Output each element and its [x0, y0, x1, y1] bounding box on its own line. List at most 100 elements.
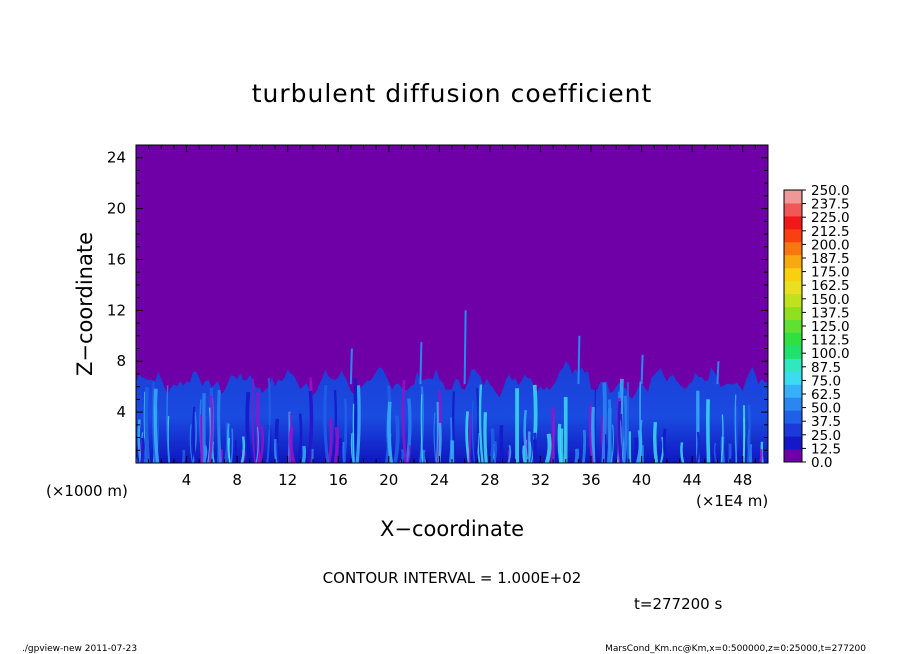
colorbar-swatch: [784, 293, 802, 308]
plume-streak: [695, 431, 700, 463]
colorbar-swatch: [784, 410, 802, 424]
plume-streak: [489, 428, 495, 463]
plume-streak: [217, 389, 222, 463]
plume-streak: [192, 406, 197, 463]
plume-streak: [465, 411, 471, 463]
x-tick-label: 12: [278, 471, 297, 489]
x-axis-label: X−coordinate: [380, 517, 524, 541]
plume-streak: [240, 436, 246, 463]
colorbar-label: 175.0: [811, 265, 850, 281]
x-tick-label: 20: [379, 471, 398, 489]
colorbar-label: 212.5: [811, 224, 850, 240]
plume-streak: [401, 379, 408, 463]
colorbar-label: 12.5: [811, 441, 841, 457]
plume-streak: [251, 379, 256, 463]
x-tick-label: 36: [581, 471, 600, 489]
plume-streak: [323, 384, 330, 463]
plume-streak: [227, 437, 231, 463]
plume-streak: [258, 425, 265, 463]
colorbar-label: 187.5: [811, 251, 850, 267]
colorbar-swatch: [784, 190, 802, 204]
plume-streak: [306, 390, 314, 463]
plume-streak: [151, 381, 156, 463]
plume-streak: [610, 424, 614, 463]
time-label: t=277200 s: [634, 595, 722, 613]
colorbar-label: 62.5: [811, 387, 841, 403]
plume-streak: [622, 395, 628, 463]
plume-streak: [716, 361, 720, 385]
plume-streak: [636, 429, 643, 463]
plume-streak: [266, 378, 271, 463]
plume-streak: [640, 445, 644, 463]
y-tick-label: 12: [107, 301, 126, 319]
plume-streak: [601, 382, 607, 463]
x-tick-label: 28: [480, 471, 499, 489]
colorbar-label: 162.5: [811, 278, 850, 294]
x-tick-label: 44: [683, 471, 702, 489]
plot-area: [136, 145, 768, 463]
colorbar-label: 225.0: [811, 210, 850, 226]
colorbar-swatch: [784, 449, 802, 463]
colorbar-frame: [783, 189, 803, 463]
plume-streak: [522, 445, 527, 463]
plume-streak: [588, 403, 594, 463]
chart-title: turbulent diffusion coefficient: [252, 79, 653, 108]
plume-streak: [581, 429, 587, 463]
x-tick-label: 48: [733, 471, 752, 489]
colorbar-label: 200.0: [811, 237, 850, 253]
x-tick-label: 24: [430, 471, 449, 489]
x-axis-ticks: 4 8 12 16 20 24 28 32 36 40 44 48: [148, 145, 756, 489]
plume-streak: [742, 417, 746, 463]
footer-left-text: ./gpview-new 2011-07-23: [22, 644, 137, 654]
colorbar-swatch: [784, 280, 802, 295]
plume-streak: [594, 387, 597, 463]
plume-streak: [255, 427, 259, 463]
plume-streak: [274, 418, 281, 463]
plume-streak: [634, 437, 639, 463]
plume-streak: [421, 449, 428, 463]
plume-streak: [532, 432, 537, 463]
plume-streak: [590, 406, 596, 463]
x-tick-label: 32: [531, 471, 550, 489]
plume-streak: [483, 412, 488, 463]
plume-streak: [493, 440, 498, 463]
plume-streak: [355, 385, 361, 463]
plume-streak: [499, 425, 505, 463]
colorbar-swatch: [784, 228, 802, 243]
colorbar-label: 100.0: [811, 346, 850, 362]
colorbar-swatch: [784, 215, 802, 230]
plume-streak: [577, 335, 581, 385]
plume-streak: [405, 398, 412, 463]
colorbar-label: 75.0: [811, 373, 841, 389]
colorbar-label: 137.5: [811, 305, 850, 321]
plume-streak: [463, 310, 467, 385]
plume-streak: [559, 428, 564, 463]
plume-streak: [393, 415, 400, 463]
y-tick-label: 8: [116, 352, 126, 370]
plume-streak: [181, 449, 186, 463]
plume-streak: [550, 407, 555, 463]
plume-streak: [640, 354, 644, 385]
plume-streak: [245, 391, 253, 463]
plume-streak: [352, 403, 355, 463]
plume-streak: [208, 395, 214, 463]
x-unit-right: (×1E4 m): [696, 492, 768, 510]
x-unit-left: (×1000 m): [46, 482, 128, 500]
colorbar-swatch: [784, 241, 802, 256]
plume-streak: [336, 438, 343, 463]
plume-streak: [387, 401, 393, 463]
plume-streak: [137, 419, 143, 463]
colorbar-label: 237.5: [811, 197, 850, 213]
plume-streak: [332, 389, 338, 463]
plume-streak: [471, 400, 476, 463]
footer-right-text: MarsCond_Km.nc@Km,x=0:500000,z=0:25000,t…: [605, 644, 866, 654]
plume-streak: [202, 393, 207, 463]
colorbar-swatch: [784, 254, 802, 269]
plume-streak: [420, 394, 424, 463]
plume-streak: [233, 439, 237, 463]
plume-streak: [706, 399, 711, 463]
plume-streak: [230, 428, 234, 463]
plume-streak: [327, 418, 333, 463]
plume-streak: [342, 398, 348, 463]
colorbar-swatch: [784, 306, 802, 321]
